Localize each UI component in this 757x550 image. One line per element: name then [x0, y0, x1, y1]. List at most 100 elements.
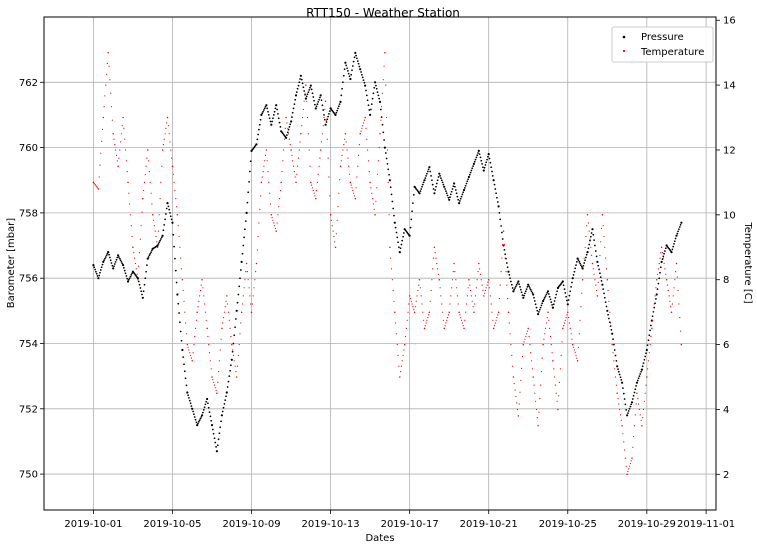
pressure-point: [205, 400, 208, 403]
pressure-point: [244, 228, 246, 231]
temperature-point: [361, 127, 363, 129]
pressure-point: [143, 283, 146, 286]
pressure-point: [235, 318, 237, 320]
pressure-point: [543, 296, 546, 299]
temperature-point: [227, 303, 229, 305]
pressure-point: [449, 193, 452, 196]
temperature-point: [530, 352, 532, 354]
temperature-point: [626, 473, 628, 476]
pressure-point: [519, 286, 521, 288]
pressure-point: [285, 136, 288, 139]
pressure-point: [236, 301, 239, 304]
temperature-point: [270, 214, 273, 216]
temperature-point: [96, 186, 98, 188]
pressure-point: [374, 81, 377, 84]
pressure-point: [468, 173, 471, 176]
temperature-point: [468, 278, 470, 281]
pressure-point: [102, 260, 105, 263]
pressure-point: [271, 120, 273, 123]
pressure-point: [379, 108, 382, 111]
temperature-point: [352, 189, 354, 192]
temperature-point: [596, 289, 598, 292]
temperature-point: [433, 246, 436, 249]
pressure-point: [646, 344, 649, 346]
pressure-point: [144, 277, 147, 280]
pressure-point: [208, 411, 211, 413]
pressure-point: [350, 73, 353, 76]
temperature-point: [517, 415, 520, 417]
x-tick-label: 2019-10-01: [64, 519, 122, 530]
temperature-point: [136, 273, 138, 275]
pressure-point: [580, 265, 583, 268]
pressure-point: [456, 195, 459, 198]
pressure-point: [347, 72, 350, 75]
temperature-point: [591, 254, 593, 256]
pressure-point: [398, 251, 401, 254]
pressure-point: [488, 157, 491, 160]
temperature-point: [186, 343, 189, 346]
pressure-point: [156, 244, 159, 247]
legend-marker-temperature: [622, 49, 626, 53]
pressure-point: [567, 299, 570, 301]
temperature-point: [480, 279, 482, 281]
temperature-point: [383, 65, 385, 67]
temperature-point: [415, 300, 417, 302]
pressure-point: [394, 226, 397, 229]
pressure-point: [216, 444, 219, 447]
temperature-point: [612, 352, 614, 354]
temperature-point: [391, 279, 393, 281]
temperature-point: [579, 319, 581, 321]
pressure-point: [191, 407, 194, 410]
y2-tick-label: 8: [723, 275, 729, 286]
temperature-point: [491, 311, 493, 313]
temperature-point: [539, 398, 541, 400]
temperature-point: [325, 119, 328, 121]
pressure-point: [582, 264, 585, 267]
temperature-point: [275, 230, 277, 232]
temperature-point: [374, 214, 376, 216]
temperature-point: [256, 249, 258, 251]
pressure-point: [294, 94, 298, 97]
temperature-point: [262, 171, 264, 173]
temperature-point: [355, 187, 357, 189]
temperature-point: [142, 197, 144, 200]
pressure-point: [391, 200, 394, 203]
pressure-point: [116, 256, 119, 259]
temperature-point: [302, 108, 304, 110]
pressure-point: [594, 250, 597, 252]
temperature-point: [144, 173, 146, 175]
temperature-point: [635, 403, 637, 405]
pressure-point: [555, 293, 558, 296]
pressure-point: [507, 270, 510, 273]
pressure-point: [597, 264, 600, 267]
temperature-point: [97, 188, 100, 190]
pressure-point: [495, 192, 497, 195]
pressure-point: [97, 277, 100, 280]
temperature-point: [122, 116, 124, 119]
pressure-point: [318, 98, 320, 101]
pressure-point: [442, 183, 445, 186]
temperature-point: [428, 314, 430, 316]
pressure-point: [589, 239, 591, 242]
pressure-point: [440, 177, 442, 179]
temperature-point: [582, 268, 585, 270]
temperature-point: [600, 227, 603, 229]
temperature-point: [356, 176, 358, 178]
pressure-point: [655, 298, 657, 300]
temperature-point: [441, 303, 443, 305]
pressure-point: [211, 428, 214, 431]
pressure-point: [492, 179, 495, 182]
pressure-point: [631, 398, 634, 400]
x-tick-label: 2019-10-17: [381, 519, 439, 530]
temperature-point: [110, 106, 113, 108]
pressure-point: [506, 266, 509, 269]
pressure-point: [515, 283, 518, 286]
pressure-point: [571, 277, 574, 280]
pressure-point: [441, 181, 444, 184]
temperature-point: [309, 165, 311, 167]
temperature-point: [403, 349, 405, 351]
pressure-point: [619, 376, 622, 379]
pressure-point: [612, 338, 614, 340]
temperature-point: [654, 295, 656, 297]
temperature-point: [229, 327, 231, 329]
